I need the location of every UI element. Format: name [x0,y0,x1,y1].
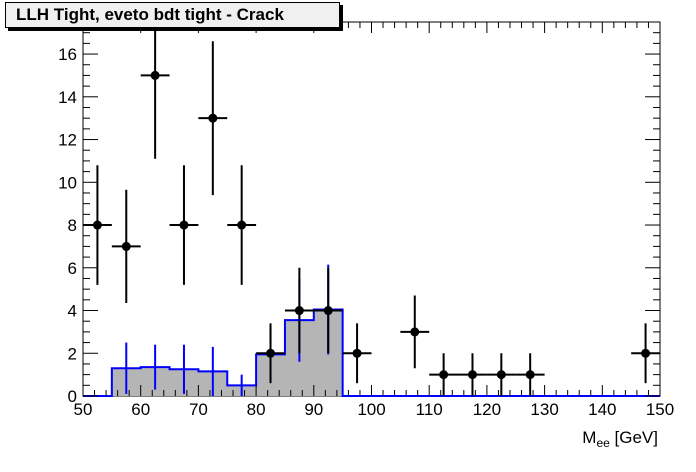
x-tick-label: 60 [131,400,150,419]
data-point [439,370,449,380]
y-tick-label: 4 [68,302,77,321]
data-point [525,370,535,380]
data-point [266,348,276,358]
chart-title: LLH Tight, eveto bdt tight - Crack [5,2,340,28]
x-tick-label: 110 [416,400,443,419]
x-axis-title-main: M [582,428,596,447]
y-tick-label: 12 [58,131,77,150]
y-tick-label: 2 [68,344,77,363]
x-tick-label: 80 [247,400,266,419]
data-point [208,113,218,123]
x-tick-label: 70 [189,400,208,419]
y-tick-label: 16 [58,45,77,64]
data-point [179,220,189,230]
data-point [294,306,304,316]
data-points [83,22,660,396]
axes: 50 60 70 80 90 100 110 120 130 140 150 0 2 4 6 8 10 12 14 1… [58,2,674,419]
y-tick-label: 6 [68,259,77,278]
data-point [121,241,131,251]
data-point [496,370,506,380]
histogram-fill [111,309,343,396]
data-point [352,348,362,358]
x-tick-label: 130 [530,400,558,419]
data-point [467,370,477,380]
y-tick-label: 8 [68,216,77,235]
data-point [323,306,333,316]
data-point [237,220,247,230]
x-tick-label: 100 [357,400,385,419]
x-axis-title-unit: [GeV] [610,428,658,447]
x-tick-label: 90 [304,400,323,419]
y-tick-label: 14 [58,88,77,107]
y-tick-label: 0 [68,387,77,406]
mc-histogram [83,264,660,397]
plot-frame [82,21,661,397]
x-tick-label: 140 [588,400,616,419]
y-tick-label: 10 [58,173,77,192]
x-tick-label: 50 [74,400,93,419]
x-tick-label: 120 [473,400,501,419]
data-point [410,327,420,337]
x-axis-title: Mee [GeV] [582,428,658,450]
x-tick-label: 150 [646,400,674,419]
data-point [150,70,160,80]
x-axis-title-sub: ee [596,436,610,450]
